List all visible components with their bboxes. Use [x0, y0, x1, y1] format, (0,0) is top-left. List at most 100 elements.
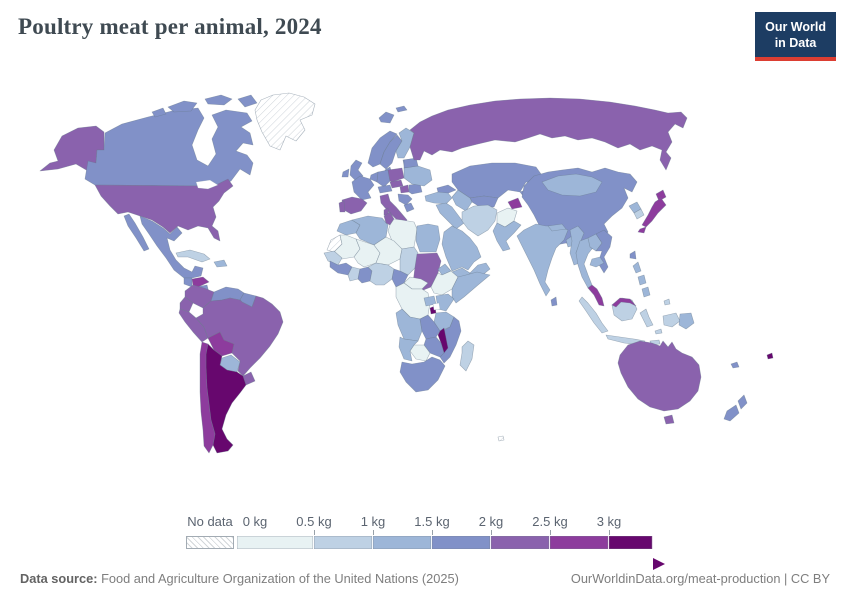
legend-no-data[interactable]: No data — [186, 514, 234, 549]
country-japan-honshu[interactable]: Japan — [641, 197, 667, 228]
country-indonesia-sumatra[interactable]: Indonesia — [578, 296, 609, 334]
country-taiwan[interactable]: Taiwan — [629, 250, 637, 260]
country-malaysia-peninsula[interactable]: Malaysia — [587, 284, 605, 307]
country-philippines[interactable]: Philippines — [641, 286, 651, 298]
owid-logo[interactable]: Our World in Data — [755, 12, 836, 61]
country-mexico-baja[interactable]: Mexico — [123, 213, 150, 252]
country-honduras[interactable]: Honduras — [191, 276, 210, 288]
country-niger[interactable]: Niger — [373, 236, 403, 266]
country-mexico[interactable]: Mexico — [139, 215, 204, 279]
legend-bin-6[interactable]: 3 kg — [597, 514, 653, 549]
country-chile[interactable]: Chile — [199, 341, 216, 454]
country-uk[interactable]: United Kingdom — [349, 159, 364, 182]
country-malawi[interactable]: Malawi — [437, 327, 449, 354]
country-indonesia-sulawesi[interactable]: Indonesia — [639, 308, 654, 328]
data-source-text: Food and Agriculture Organization of the… — [97, 571, 459, 586]
country-newzealand-north[interactable]: New Zealand — [737, 394, 748, 410]
country-japan-hokkaido[interactable]: Japan — [655, 189, 667, 202]
country-cambodia[interactable]: Cambodia — [589, 256, 605, 268]
country-japan-kyushu[interactable]: Japan — [637, 226, 647, 234]
country-france[interactable]: France — [351, 175, 375, 201]
country-libya[interactable]: Libya — [387, 218, 418, 250]
country-indonesia-halmahera[interactable]: Indonesia — [663, 298, 671, 306]
country-canada-island[interactable]: Canada — [237, 94, 258, 108]
country-senegal[interactable]: Senegal — [323, 250, 343, 266]
country-ireland[interactable]: Ireland — [341, 168, 350, 178]
legend-bin-5[interactable]: 2.5 kg — [532, 514, 609, 549]
legend-bin-0[interactable]: 0 kg — [237, 514, 314, 549]
country-belarus[interactable]: Belarus — [403, 157, 419, 169]
country-ecuador[interactable]: Ecuador — [179, 296, 194, 313]
country-egypt[interactable]: Egypt — [415, 223, 441, 253]
legend-bin-2[interactable]: 1 kg — [361, 514, 432, 549]
country-guatemala[interactable]: Guatemala — [183, 277, 193, 288]
country-greenland[interactable]: Greenland — [254, 92, 316, 151]
country-usa-alaska[interactable]: United States — [39, 125, 105, 172]
country-nepal[interactable]: Nepal — [547, 223, 567, 232]
country-chad[interactable]: Chad — [399, 246, 419, 276]
legend-bin-3-label: 1.5 kg — [414, 514, 450, 529]
country-newcaledonia[interactable]: New Caledonia — [730, 361, 740, 369]
country-newzealand-south[interactable]: New Zealand — [723, 404, 740, 422]
country-namibia[interactable]: Namibia — [398, 336, 419, 362]
country-frenchsouthern[interactable]: French Southern Territories — [497, 435, 505, 442]
country-ukraine[interactable]: Ukraine — [403, 165, 433, 187]
country-canada-island[interactable]: Canada — [204, 94, 233, 106]
legend-bin-4[interactable]: 2 kg — [479, 514, 550, 549]
country-portugal[interactable]: Portugal — [338, 200, 346, 213]
country-indonesia-maluku[interactable]: Indonesia — [654, 328, 663, 335]
country-svalbard[interactable]: Norway — [395, 105, 408, 113]
country-guinea[interactable]: Guinea — [329, 260, 353, 276]
lake-victoria — [432, 302, 441, 311]
country-madagascar[interactable]: Madagascar — [459, 340, 475, 372]
country-peru[interactable]: Peru — [178, 308, 209, 343]
country-skorea[interactable]: South Korea — [633, 208, 645, 220]
country-nigeria[interactable]: Nigeria — [367, 262, 395, 286]
country-austria[interactable]: Austria / Switzerland — [377, 184, 393, 194]
chart-footer: Data source: Food and Agriculture Organi… — [20, 571, 830, 586]
map-legend: No data 0 kg 0.5 kg 1 kg 1.5 kg 2 kg 2.5… — [186, 514, 665, 570]
country-india[interactable]: India — [516, 223, 569, 297]
country-saudi[interactable]: Saudi Arabia — [441, 225, 482, 272]
country-usa[interactable]: United States — [94, 178, 234, 242]
country-australia[interactable]: Australia — [617, 340, 702, 412]
country-russia[interactable]: Russia — [409, 97, 688, 171]
country-mongolia[interactable]: Mongolia — [541, 173, 603, 197]
country-turkey[interactable]: Turkey — [424, 191, 453, 205]
legend-no-data-label: No data — [187, 514, 233, 529]
legend-bin-1[interactable]: 0.5 kg — [296, 514, 373, 549]
country-hispaniola[interactable]: Haiti / Dominican Republic — [213, 259, 228, 268]
country-philippines[interactable]: Philippines — [632, 261, 642, 274]
country-png[interactable]: Papua New Guinea — [678, 312, 695, 330]
legend-tick — [431, 530, 433, 535]
country-fiji[interactable]: Fiji — [766, 352, 774, 360]
country-somalia[interactable]: Somalia — [451, 271, 491, 304]
country-philippines[interactable]: Philippines — [637, 274, 647, 286]
country-poland[interactable]: Poland — [387, 167, 405, 183]
country-indonesia-papua[interactable]: Indonesia — [662, 312, 681, 328]
country-tajikistan[interactable]: Tajikistan — [507, 197, 523, 210]
country-greece[interactable]: Greece — [403, 202, 415, 213]
country-iceland[interactable]: Iceland — [378, 111, 395, 124]
credit-link[interactable]: OurWorldinData.org/meat-production | CC … — [570, 571, 830, 586]
country-balkans[interactable]: Balkans — [397, 193, 413, 206]
country-malaysia-borneo[interactable]: Malaysia — [611, 297, 637, 308]
country-srilanka[interactable]: Sri Lanka — [550, 296, 558, 307]
legend-bin-3[interactable]: 1.5 kg — [414, 514, 491, 549]
country-cuba[interactable]: Cuba — [175, 249, 211, 263]
country-caucasus[interactable]: Caucasus — [436, 184, 457, 195]
country-iran[interactable]: Iran — [461, 204, 498, 237]
country-italy[interactable]: Italy — [379, 193, 408, 226]
country-canada-island[interactable]: Canada — [151, 107, 167, 118]
country-pakistan[interactable]: Pakistan — [492, 220, 522, 252]
country-vietnam[interactable]: Vietnam — [595, 229, 613, 274]
legend-color-bar: 0 kg 0.5 kg 1 kg 1.5 kg 2 kg 2.5 kg 3 kg — [237, 514, 665, 570]
country-germany[interactable]: Germany — [376, 169, 391, 188]
country-zambia[interactable]: Zambia — [419, 314, 441, 340]
country-canada-island[interactable]: Canada — [167, 100, 198, 113]
country-australia-tasmania[interactable]: Australia — [663, 414, 675, 425]
country-southafrica[interactable]: South Africa — [399, 356, 446, 393]
country-canada[interactable]: Canada — [84, 107, 254, 187]
country-norway[interactable]: Norway — [367, 130, 398, 168]
country-drc[interactable]: Democratic Republic of Congo — [395, 282, 431, 320]
